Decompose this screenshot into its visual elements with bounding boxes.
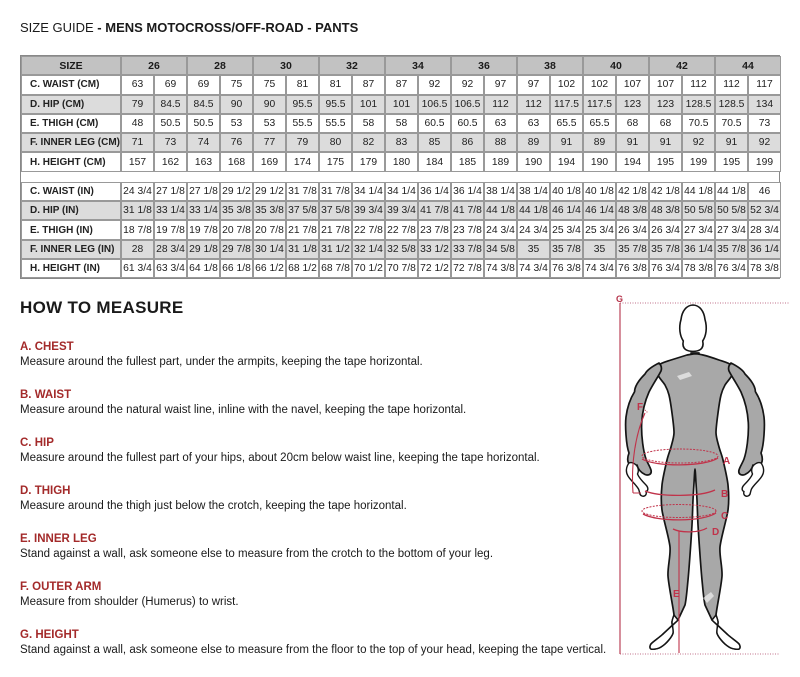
svg-text:D: D	[712, 527, 719, 538]
svg-text:G: G	[616, 295, 623, 304]
svg-text:C: C	[721, 511, 728, 522]
svg-text:B: B	[721, 489, 728, 500]
svg-text:E: E	[673, 589, 680, 600]
svg-text:A: A	[723, 456, 730, 467]
svg-text:F: F	[637, 402, 643, 413]
